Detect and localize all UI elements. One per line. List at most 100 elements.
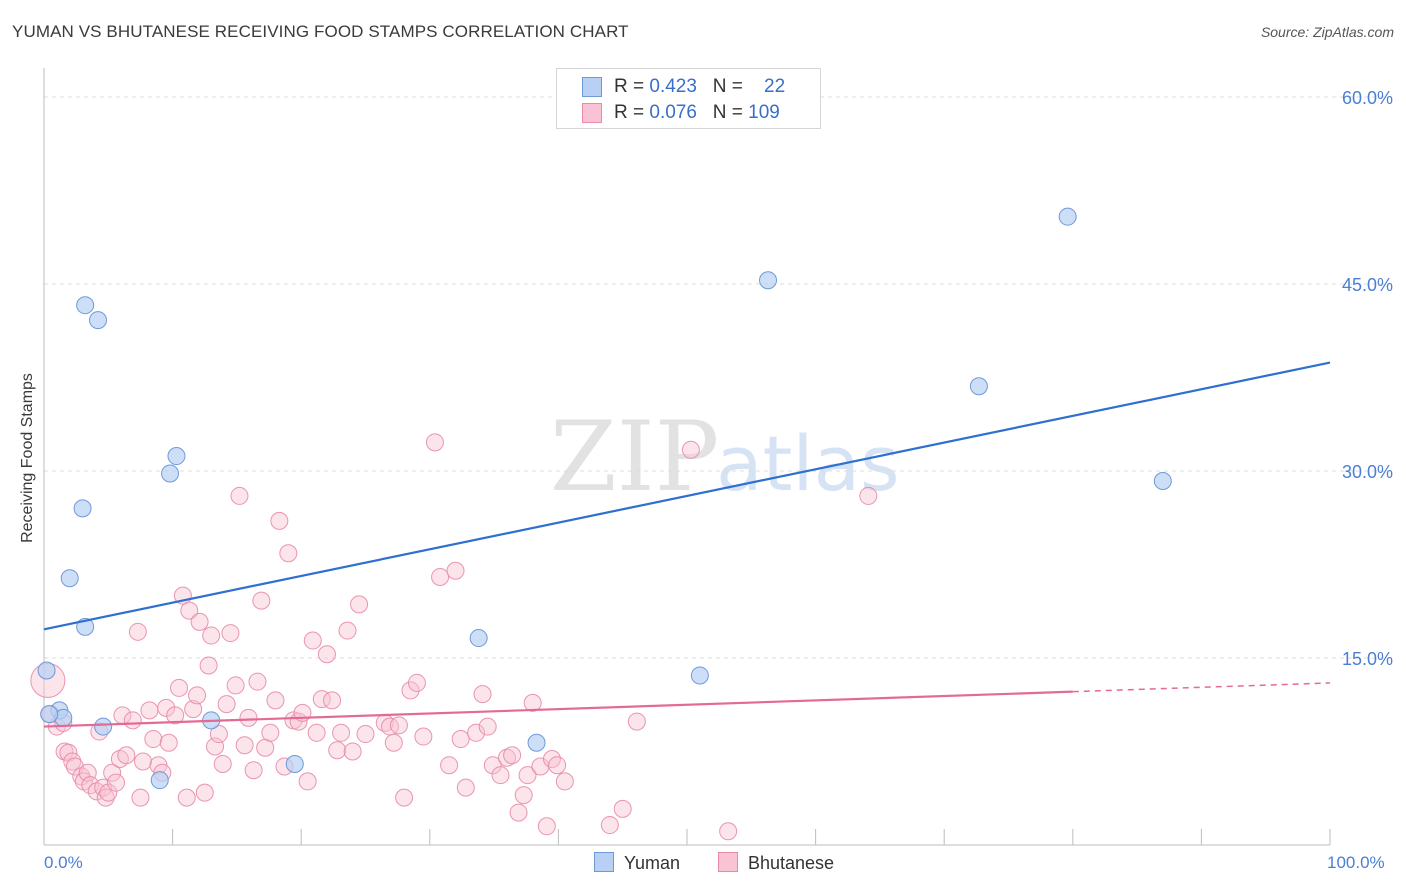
bhutanese-point [261,723,280,742]
bhutanese-point [144,730,163,749]
bhutanese-point [503,746,522,765]
yuman-point [73,499,92,518]
series-legend-label-bhutanese: Bhutanese [748,853,835,873]
bhutanese-point [431,567,450,586]
y-tick-label: 30.0% [1342,462,1393,482]
bhutanese-point [627,712,646,731]
bhutanese-point [317,645,336,664]
bhutanese-point [63,752,82,771]
bhutanese-point [209,725,228,744]
bhutanese-point [356,725,375,744]
yuman-point [527,733,546,752]
source-label: Source: ZipAtlas.com [1260,24,1394,40]
series-legend-yuman: Yuman [594,852,680,874]
bhutanese-points [30,433,878,841]
yuman-point [89,311,108,330]
bhutanese-trend-extension [1072,682,1331,693]
bhutanese-point [681,440,700,459]
bhutanese-point [425,433,444,452]
bhutanese-point [518,766,537,785]
bhutanese-point [298,772,317,791]
bhutanese-point [99,783,118,802]
bhutanese-point [384,733,403,752]
legend-r-label: R = [614,76,645,97]
chart-title: YUMAN VS BHUTANESE RECEIVING FOOD STAMPS… [12,22,629,41]
yuman-point [1153,471,1172,490]
yuman-point [469,629,488,648]
grid [44,96,1392,659]
bhutanese-point [509,803,528,822]
yuman-point [969,377,988,396]
watermark: ZIP atlas [550,401,900,513]
bhutanese-point [184,700,203,719]
bhutanese-point [343,742,362,761]
bhutanese-point [188,686,207,705]
bhutanese-point [199,656,218,675]
bhutanese-point [473,685,492,704]
legend-swatch-bhutanese [582,103,602,123]
bhutanese-point [395,788,414,807]
bhutanese-point [226,676,245,695]
bhutanese-point [239,708,258,727]
yuman-point [150,771,169,790]
legend-swatch-yuman [582,77,602,97]
legend-n-label: N = [712,102,743,123]
series-legend-bhutanese: Bhutanese [718,852,834,874]
legend-n-label: N = [712,76,743,97]
bhutanese-point [166,706,185,725]
bhutanese-point [221,624,240,643]
bhutanese-point [332,723,351,742]
bhutanese-point [213,754,232,773]
yuman-point [161,464,180,483]
legend-r-value-yuman: 0.423 [649,76,697,97]
bhutanese-point [252,591,271,610]
bhutanese-point [414,727,433,746]
yuman-point [167,447,186,466]
yuman-point [1058,207,1077,226]
bhutanese-point [202,626,221,645]
bhutanese-point [514,786,533,805]
bhutanese-point [256,738,275,757]
yuman-trend-line [43,361,1331,631]
bhutanese-point [195,783,214,802]
yuman-point [285,754,304,773]
y-tick-label: 60.0% [1342,88,1393,108]
bhutanese-point [491,766,510,785]
bhutanese-point [350,595,369,614]
bhutanese-point [338,621,357,640]
bhutanese-point [323,691,342,710]
bhutanese-point [446,561,465,580]
x-tick-label-min: 0.0% [44,853,83,872]
bhutanese-point [279,544,298,563]
yuman-point [40,705,59,724]
bhutanese-point [244,761,263,780]
bhutanese-point [467,723,486,742]
bhutanese-point [613,799,632,818]
bhutanese-point [266,691,285,710]
series-legend-swatch-yuman [594,852,614,872]
bhutanese-point [270,511,289,530]
bhutanese-point [555,772,574,791]
yuman-point [37,661,56,680]
bhutanese-point [140,701,159,720]
trend-lines [43,361,1331,728]
bhutanese-point [523,693,542,712]
yuman-points [37,207,1172,790]
bhutanese-point [483,756,502,775]
bhutanese-point [128,622,147,641]
bhutanese-point [96,788,115,807]
watermark-atlas: atlas [716,419,900,508]
bhutanese-point [117,746,136,765]
yuman-point [94,717,113,736]
legend-n-value-bhutanese: 109 [748,102,780,123]
correlation-legend: R = 0.423 N = 22 R = 0.076 N = 109 [556,68,821,129]
yuman-point [76,296,95,315]
bhutanese-point [103,763,122,782]
bhutanese-trend-line [43,690,1073,728]
bhutanese-point [548,756,567,775]
bhutanese-point [401,681,420,700]
bhutanese-point [248,672,267,691]
y-tick-labels: 15.0% 30.0% 45.0% 60.0% [1342,88,1393,669]
series-legend-label-yuman: Yuman [624,853,681,873]
